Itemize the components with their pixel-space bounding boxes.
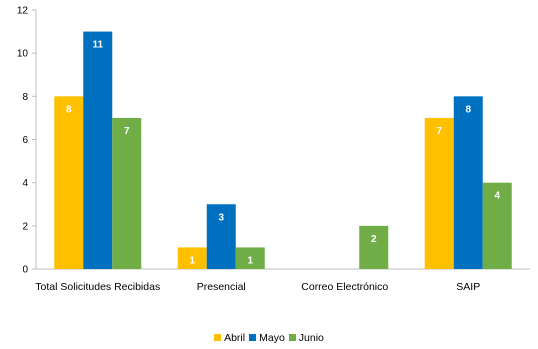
legend-item-junio: Junio: [288, 332, 324, 344]
y-tick-label: 12: [17, 6, 29, 17]
data-label: 1: [247, 255, 253, 266]
y-tick-label: 2: [22, 221, 28, 232]
legend-swatch: [214, 334, 222, 341]
data-label: 11: [92, 40, 103, 51]
bars-group: [54, 31, 512, 270]
data-label: 1: [189, 255, 195, 266]
y-tick-label: 4: [22, 178, 28, 189]
legend-item-abril: Abril: [214, 332, 245, 344]
bar-mayo: [83, 31, 113, 270]
data-label: 3: [218, 212, 224, 223]
legend-swatch: [249, 334, 257, 341]
legend-label: Junio: [298, 332, 324, 344]
data-label: 7: [436, 126, 442, 137]
category-label: Total Solicitudes Recibidas: [35, 281, 160, 293]
y-tick-label: 10: [17, 49, 29, 60]
y-tick-label: 0: [22, 265, 28, 276]
bar-mayo: [206, 204, 236, 269]
category-label: Correo Electrónico: [301, 281, 388, 293]
bar-abril: [54, 96, 84, 269]
bar-junio: [482, 182, 512, 269]
legend-label: Mayo: [259, 332, 285, 344]
data-label: 8: [465, 104, 471, 115]
bar-abril: [177, 247, 207, 269]
legend-swatch: [288, 334, 296, 341]
category-label: SAIP: [456, 281, 480, 293]
category-labels-group: Total Solicitudes Recibidas Presencial Cor…: [35, 281, 480, 293]
data-labels-group: 8 11 7 1 3 1 2 7 8 4: [66, 40, 501, 267]
data-label: 7: [124, 126, 130, 137]
bar-mayo: [453, 96, 483, 269]
y-axis-ticks: 0 2 4 6 8 10 12: [17, 6, 36, 276]
category-label: Presencial: [197, 281, 246, 293]
bar-junio: [235, 247, 265, 269]
bar-junio: [359, 225, 389, 269]
legend: Abril Mayo Junio: [0, 332, 538, 344]
y-tick-label: 6: [22, 135, 28, 146]
bar-junio: [112, 117, 142, 270]
bar-abril: [424, 117, 454, 270]
data-label: 4: [494, 191, 500, 202]
legend-item-mayo: Mayo: [249, 332, 285, 344]
legend-label: Abril: [224, 332, 246, 344]
y-tick-label: 8: [22, 92, 28, 103]
data-label: 2: [371, 234, 377, 245]
data-label: 8: [66, 104, 72, 115]
